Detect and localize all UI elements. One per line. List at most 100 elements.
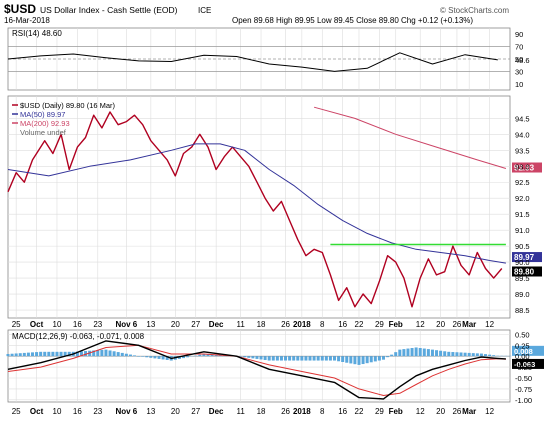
x-tick-label-upper-23: 12: [485, 320, 494, 329]
date-label: 16-Mar-2018: [4, 16, 50, 25]
macd-y-tick-2: -0.50: [515, 374, 532, 383]
macd-legend: MACD(12,26,9) -0.063, -0.071, 0.008: [12, 332, 145, 341]
macd-histogram-bar: [141, 356, 144, 357]
macd-histogram-bar: [415, 347, 418, 356]
x-tick-label-upper-20: 20: [436, 320, 445, 329]
macd-histogram-bar: [313, 356, 316, 360]
macd-histogram-bar: [296, 356, 299, 360]
macd-histogram-bar: [378, 356, 381, 360]
macd-histogram-bar: [243, 356, 246, 357]
macd-histogram-bar: [439, 351, 442, 356]
macd-histogram-bar: [255, 356, 258, 359]
x-tick-label-lower-7: 20: [171, 407, 180, 416]
macd-histogram-bar: [276, 356, 279, 360]
x-tick-label-upper-19: 12: [416, 320, 425, 329]
x-tick-label-lower-17: 29: [375, 407, 384, 416]
macd-histogram-bar: [31, 352, 34, 356]
source-label: © StockCharts.com: [440, 6, 509, 15]
price-y-tick-10: 93.5: [515, 146, 530, 155]
x-tick-label-lower-11: 18: [257, 407, 266, 416]
symbol-label: $USD: [4, 2, 36, 16]
macd-histogram-bar: [186, 356, 189, 357]
macd-histogram-bar: [317, 356, 320, 360]
x-tick-label-lower-15: 16: [338, 407, 347, 416]
macd-line: [8, 341, 506, 399]
macd-histogram-bar: [411, 348, 414, 356]
price-y-tick-0: 88.5: [515, 306, 530, 315]
grid-lines: [8, 28, 510, 402]
macd-histogram-bar: [382, 356, 385, 359]
panel-frame-price: [8, 96, 510, 318]
x-tick-label-lower-6: 13: [146, 407, 155, 416]
macd-y-tick-3: -0.25: [515, 363, 532, 372]
rsi-y-tick-4: 70: [515, 43, 523, 52]
price-legend-2: MA(200) 92.93: [20, 119, 70, 128]
x-tick-label-lower-18: Feb: [389, 407, 403, 416]
x-tick-label-lower-19: 12: [416, 407, 425, 416]
macd-histogram-bar: [484, 354, 487, 356]
price-y-tick-4: 90.5: [515, 242, 530, 251]
macd-histogram-bar: [251, 356, 254, 358]
macd-histogram-bar: [398, 350, 401, 357]
macd-histogram-bar: [272, 356, 275, 360]
rsi-y-tick-1: 30: [515, 67, 523, 76]
macd-histogram-bar: [329, 356, 332, 360]
rsi-y-tick-3: 50: [515, 55, 523, 64]
macd-histogram-bar: [153, 356, 156, 358]
macd-histogram-bar: [51, 352, 54, 356]
macd-histogram-bar: [300, 356, 303, 360]
x-tick-label-lower-5: Nov 6: [115, 407, 137, 416]
price-y-tick-5: 91.0: [515, 226, 530, 235]
rsi-line: [8, 53, 498, 72]
macd-histogram-bar: [447, 352, 450, 356]
exchange-label: ICE: [198, 6, 211, 15]
x-tick-label-lower-0: 25: [12, 407, 21, 416]
macd-histogram-bar: [370, 356, 373, 362]
x-tick-label-upper-17: 29: [375, 320, 384, 329]
macd-histogram-bar: [7, 354, 10, 356]
x-tick-label-upper-21: 26: [452, 320, 461, 329]
macd-histogram-bar: [402, 349, 405, 356]
macd-histogram-bar: [149, 356, 152, 358]
macd-histogram-bar: [435, 350, 438, 356]
macd-histogram-bar: [406, 349, 409, 357]
macd-y-tick-0: -1.00: [515, 396, 532, 405]
x-tick-label-upper-2: 10: [53, 320, 62, 329]
macd-histogram-bar: [325, 356, 328, 360]
macd-histogram-bar: [476, 353, 479, 356]
macd-y-tick-1: -0.75: [515, 385, 532, 394]
x-tick-label-lower-21: 26: [452, 407, 461, 416]
macd-y-tick-5: 0.25: [515, 341, 530, 350]
macd-histogram-bar: [113, 351, 116, 356]
price-y-tick-12: 94.5: [515, 114, 530, 123]
macd-histogram-bar: [47, 352, 50, 356]
macd-histogram-bar: [353, 356, 356, 364]
x-tick-label-upper-6: 13: [146, 320, 155, 329]
x-tick-label-lower-22: Mar: [462, 407, 476, 416]
macd-histogram-bar: [198, 355, 201, 356]
macd-histogram-bar: [451, 352, 454, 356]
price-y-tick-6: 91.5: [515, 210, 530, 219]
macd-histogram-bar: [100, 350, 103, 356]
x-tick-label-upper-10: 11: [236, 320, 245, 329]
macd-histogram-bar: [247, 356, 250, 358]
x-tick-label-upper-11: 18: [257, 320, 266, 329]
macd-histogram-bar: [292, 356, 295, 360]
x-tick-label-lower-4: 23: [93, 407, 102, 416]
x-tick-label-upper-4: 23: [93, 320, 102, 329]
macd-histogram-bar: [35, 352, 38, 356]
macd-histogram-bar: [284, 356, 287, 360]
x-tick-label-upper-8: 27: [191, 320, 200, 329]
x-tick-label-lower-16: 22: [355, 407, 364, 416]
x-tick-label-lower-23: 12: [485, 407, 494, 416]
macd-histogram-bar: [341, 356, 344, 362]
price-line: [8, 112, 502, 307]
x-tick-label-lower-20: 20: [436, 407, 445, 416]
macd-histogram-bar: [288, 356, 291, 360]
macd-histogram-bar: [162, 356, 165, 359]
macd-histogram-bar: [309, 356, 312, 360]
x-tick-label-lower-1: Oct: [30, 407, 44, 416]
macd-histogram-bar: [39, 352, 42, 356]
macd-histogram-bar: [349, 356, 352, 363]
